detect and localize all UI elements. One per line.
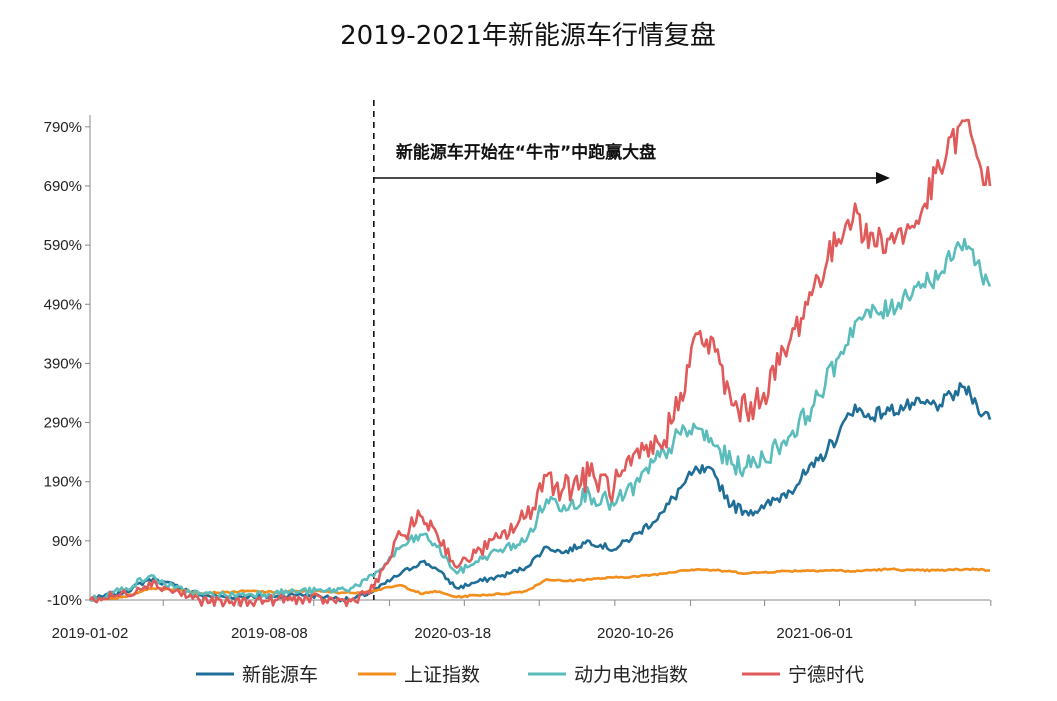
series-line-3: [89, 237, 992, 602]
annotation-arrowhead: [876, 172, 890, 184]
annotation-text: 新能源车开始在“牛市”中跑赢大盘: [396, 142, 656, 163]
legend-label: 动力电池指数: [574, 664, 688, 686]
legend: 新能源车 上证指数 动力电池指数 宁德时代: [196, 664, 864, 686]
x-tick-label: 2021-06-01: [776, 625, 853, 642]
y-tick-label: 490%: [44, 296, 82, 313]
y-tick-label: 390%: [44, 355, 82, 372]
x-tick-label: 2019-08-08: [231, 625, 308, 642]
y-tick-label: 90%: [52, 533, 82, 550]
series-line-2: [89, 567, 991, 602]
x-tick-label: 2019-01-02: [52, 625, 129, 642]
series-line-4: [89, 118, 992, 608]
x-tick-label: 2020-03-18: [414, 625, 491, 642]
legend-label: 上证指数: [404, 664, 480, 686]
y-tick-label: 290%: [44, 415, 82, 432]
legend-label: 新能源车: [242, 664, 318, 686]
y-tick-label: 590%: [44, 237, 82, 254]
y-axis: -10% 90% 190% 290% 390% 490% 590% 690% 790%: [44, 115, 91, 609]
series-line-1: [89, 382, 992, 603]
chart-title: 2019-2021年新能源车行情复盘: [340, 21, 716, 51]
legend-label: 宁德时代: [788, 664, 864, 686]
x-axis: 2019-01-02 2019-08-08 2020-03-18 2020-10-26…: [52, 599, 992, 642]
series-layer: [89, 118, 992, 608]
y-tick-label: -10%: [47, 592, 82, 609]
y-tick-label: 190%: [44, 474, 82, 491]
y-tick-label: 790%: [44, 119, 82, 136]
y-tick-label: 690%: [44, 178, 82, 195]
x-tick-label: 2020-10-26: [597, 625, 674, 642]
